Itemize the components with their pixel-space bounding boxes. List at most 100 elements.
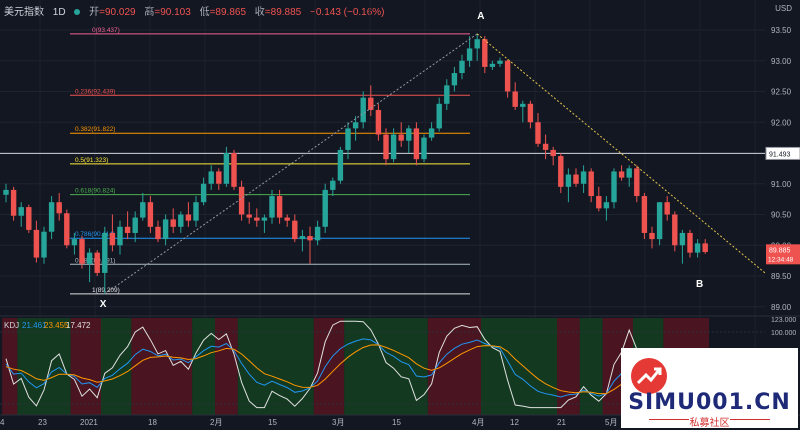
level-badge-value: 91.493: [769, 151, 791, 158]
candle-body: [565, 174, 572, 187]
candle-body: [94, 252, 100, 273]
candle-body: [193, 202, 199, 221]
candle-body: [276, 196, 283, 218]
candle-body: [246, 214, 252, 218]
candle-body: [504, 60, 511, 92]
change-value: −0.143 (−0.16%): [310, 7, 385, 18]
symbol-name[interactable]: 美元指数: [4, 7, 44, 18]
candle-body: [117, 226, 123, 246]
kdj-band: [192, 318, 215, 415]
candle-body: [558, 156, 564, 187]
last-price-value: 89.885: [769, 247, 791, 254]
candle-body: [10, 189, 17, 216]
kdj-d-line: [5, 344, 706, 395]
candle-body: [41, 231, 47, 258]
candle-body: [573, 174, 579, 184]
candle-body: [124, 226, 131, 233]
candle-body: [345, 128, 351, 150]
price-tick-label: 93.00: [771, 57, 792, 66]
candle-body: [398, 134, 404, 141]
price-tick-label: 90.50: [771, 211, 792, 220]
candle-body: [269, 196, 275, 218]
kdj-band: [131, 318, 193, 415]
time-tick-label: 23: [38, 418, 47, 427]
candle-body: [459, 60, 465, 74]
time-tick-label: 5月: [605, 418, 617, 427]
open-value: =90.029: [99, 7, 136, 18]
candle-body: [284, 217, 290, 221]
interval-label[interactable]: 1D: [52, 7, 66, 18]
time-tick-label: 4: [0, 418, 5, 427]
point-a-label: A: [477, 11, 484, 22]
time-tick-label: 2月: [210, 418, 222, 427]
kdj-band: [215, 318, 238, 415]
time-tick-label: 12: [510, 418, 519, 427]
candle-body: [520, 103, 526, 107]
close-value: =89.885: [264, 7, 302, 18]
kdj-band: [70, 318, 101, 415]
candle-body: [216, 171, 222, 184]
price-tick-label: 93.50: [771, 26, 792, 35]
kdj-axis-100: 100.000: [771, 330, 796, 337]
kdj-background: [2, 318, 709, 415]
time-tick-label: 15: [268, 418, 277, 427]
fib-level-label: 0.786(90.114): [75, 231, 115, 238]
candle-body: [664, 202, 670, 215]
candle-body: [140, 202, 146, 218]
candles: [3, 33, 708, 295]
trend-arrow-icon: [631, 358, 667, 394]
watermark-logo: SIMU001.CN 私募社区: [621, 348, 798, 429]
currency-label: USD: [775, 4, 792, 13]
time-tick-label: 3月: [332, 418, 344, 427]
candle-body: [626, 168, 632, 178]
price-tick-label: 89.50: [771, 272, 792, 281]
candle-body: [155, 226, 161, 240]
candle-body: [421, 137, 427, 160]
open-label: 开: [89, 7, 100, 18]
point-x-label: X: [100, 299, 107, 310]
candle-body: [444, 85, 450, 104]
time-tick-label: 18: [148, 418, 157, 427]
candle-body: [292, 220, 298, 240]
candle-body: [512, 91, 518, 107]
candle-body: [102, 232, 108, 273]
high-value: =90.103: [154, 7, 191, 18]
time-tick-label: 21: [557, 418, 566, 427]
last-price-badge: [766, 244, 800, 265]
watermark-subtitle: 私募社区: [689, 418, 730, 429]
candle-body: [307, 236, 313, 241]
candle-body: [679, 232, 686, 246]
price-tick-label: 89.00: [771, 303, 792, 312]
candle-body: [330, 180, 336, 190]
candle-body: [527, 103, 534, 123]
candle-body: [702, 243, 708, 253]
kdj-band: [101, 318, 132, 415]
candle-body: [482, 39, 488, 67]
point-b-label: B: [696, 279, 703, 290]
kdj-band: [344, 318, 428, 415]
high-label: 高: [144, 7, 155, 18]
candle-body: [618, 171, 625, 178]
candle-body: [71, 239, 78, 246]
candle-body: [48, 202, 55, 232]
candle-body: [322, 189, 328, 227]
fib-level-label: 0.5(91.323): [75, 157, 108, 164]
candle-body: [56, 202, 62, 214]
candle-body: [687, 232, 693, 253]
time-tick-label: 2021: [80, 418, 98, 427]
level-badge: [765, 146, 800, 160]
candle-body: [596, 196, 602, 209]
candle-body: [489, 63, 496, 67]
candle-body: [634, 168, 640, 197]
candle-body: [474, 39, 480, 49]
fib-level-label: 0(93.437): [92, 27, 120, 34]
candle-body: [641, 196, 648, 233]
candle-body: [132, 217, 138, 233]
kdj-band: [17, 318, 71, 415]
candle-body: [3, 189, 9, 195]
candle-body: [406, 128, 412, 141]
time-tick-label: 15: [392, 418, 401, 427]
candle-body: [428, 128, 435, 138]
kdj-band: [2, 318, 18, 415]
